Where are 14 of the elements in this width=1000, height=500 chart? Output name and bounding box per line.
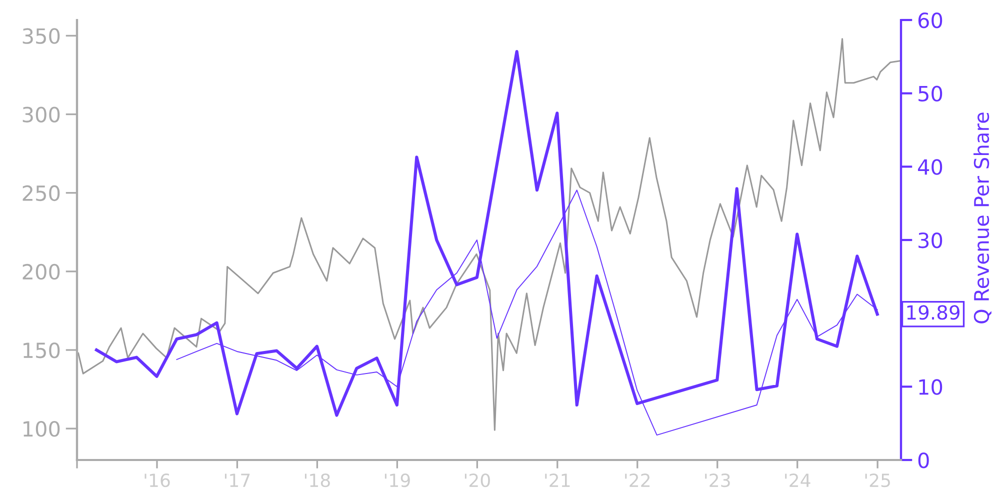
y2-tick-label: 30 [918, 232, 942, 248]
y-tick-label: 250 [22, 185, 60, 202]
y2-tick-label: 60 [918, 12, 942, 28]
text: 19.89 [907, 305, 960, 320]
y2-tick-label: 50 [918, 86, 942, 102]
y-tick-label: 150 [24, 342, 60, 358]
y2-axis-title: Q Revenue Per Share [974, 112, 992, 324]
y2-tick-label: 40 [918, 159, 942, 175]
y2-tick-label: 10 [919, 379, 942, 395]
y-tick-label: 100 [24, 421, 60, 437]
y-tick-label: 350 [22, 28, 60, 44]
y-tick-label: 200 [22, 264, 60, 280]
y2-tick-label: 0 [918, 452, 929, 468]
y-tick-label: 300 [22, 106, 60, 122]
